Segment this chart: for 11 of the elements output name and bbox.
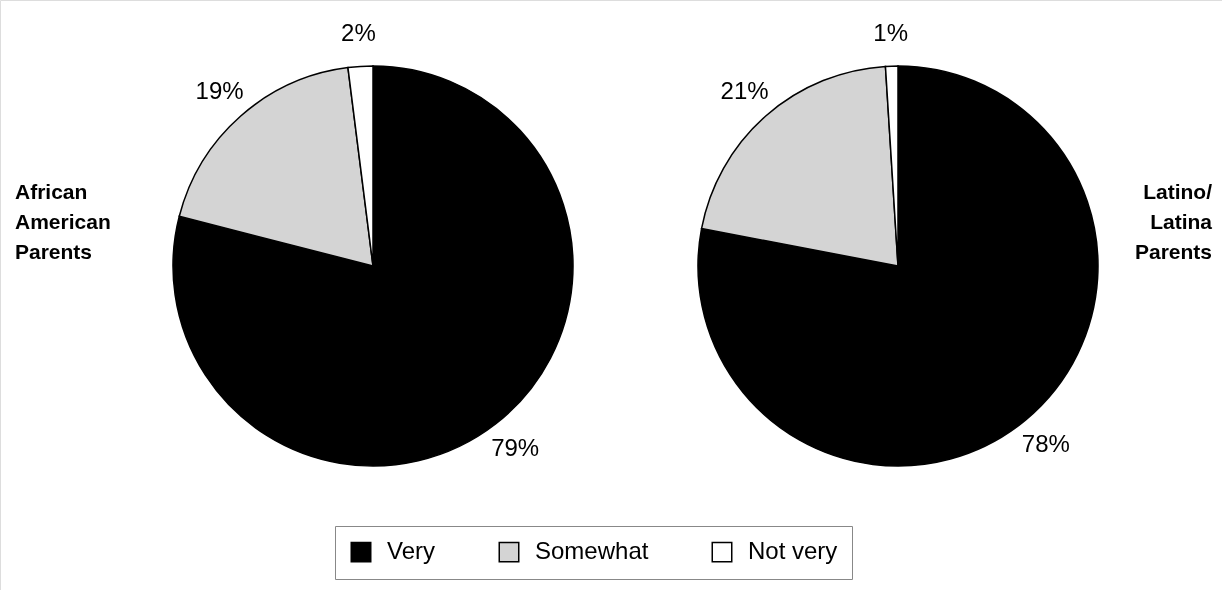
legend-label: Very bbox=[387, 537, 436, 565]
data-label: 21% bbox=[720, 76, 769, 104]
slice-label: Latino/ Latina Parents bbox=[1134, 180, 1213, 263]
data-label: 79% bbox=[491, 434, 540, 462]
data-label: 1% bbox=[873, 19, 909, 47]
data-label: 19% bbox=[195, 76, 244, 104]
data-label: 2% bbox=[341, 19, 376, 47]
data-label: 78% bbox=[1021, 429, 1070, 457]
slice-label: African American Parents bbox=[15, 180, 111, 263]
legend-label: Not very bbox=[748, 537, 838, 565]
legend-label: Somewhat bbox=[535, 537, 649, 565]
